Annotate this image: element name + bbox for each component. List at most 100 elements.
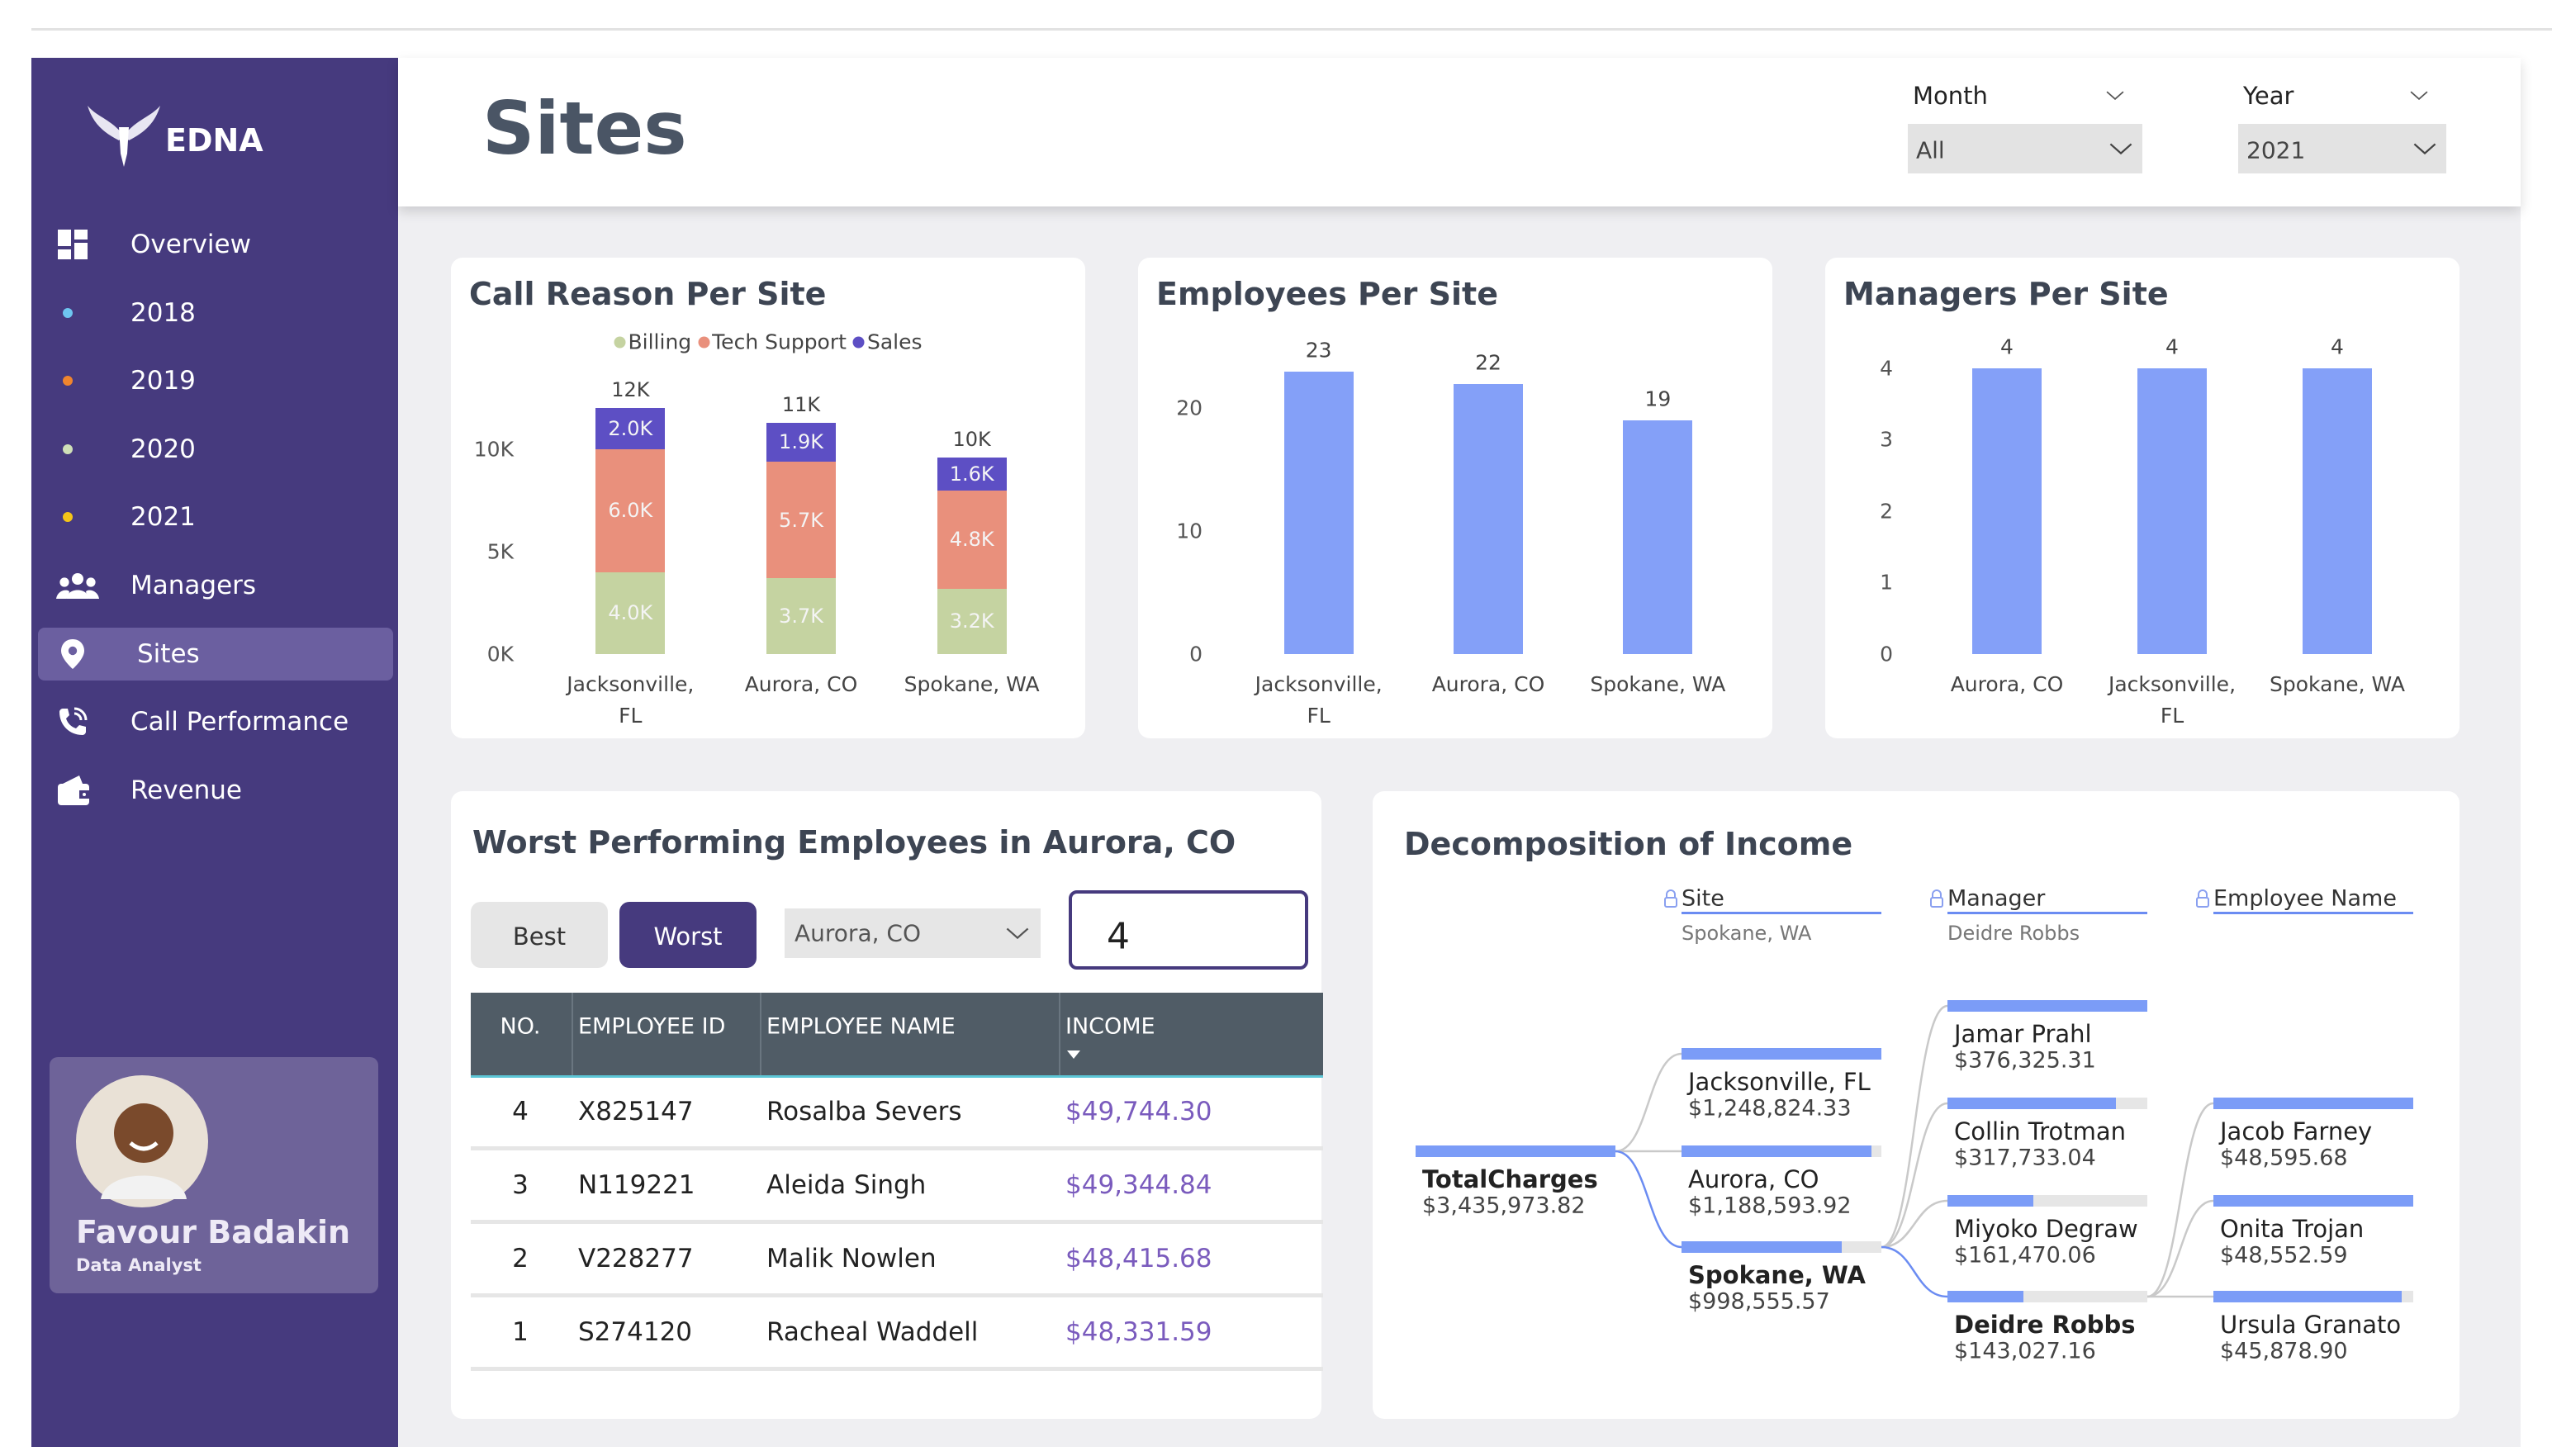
legend-swatch bbox=[698, 336, 710, 348]
nav-icon bbox=[56, 569, 99, 602]
icon-shape bbox=[2413, 143, 2436, 155]
node-label[interactable]: Miyoko Degraw bbox=[1954, 1215, 2138, 1243]
toggle-button[interactable] bbox=[471, 902, 608, 968]
bar-segment bbox=[937, 588, 1007, 654]
nav-item[interactable]: 2021 bbox=[130, 502, 196, 533]
node-label[interactable]: Collin Trotman bbox=[1954, 1117, 2127, 1145]
nav-item[interactable]: Managers bbox=[130, 571, 257, 600]
icon-shape bbox=[56, 573, 99, 599]
node-label[interactable]: Jacksonville, FL bbox=[1688, 1068, 1871, 1096]
node-value: $48,552.59 bbox=[2220, 1242, 2348, 1269]
nav-icon bbox=[56, 705, 99, 738]
nav-item[interactable]: 2020 bbox=[130, 434, 196, 464]
y-tick-label: 20 bbox=[1176, 396, 1202, 420]
bar-segment bbox=[766, 578, 836, 654]
icon-shape bbox=[1067, 1051, 1080, 1059]
icon-shape bbox=[1930, 897, 1943, 908]
node-label[interactable]: Jacob Farney bbox=[2220, 1117, 2373, 1145]
filter-dropdown[interactable] bbox=[2238, 124, 2446, 173]
nav-item[interactable]: 2018 bbox=[130, 297, 196, 328]
lock-icon bbox=[1929, 889, 1944, 908]
bar-segment bbox=[766, 422, 836, 462]
icon-shape bbox=[2410, 91, 2428, 101]
node-label[interactable]: Ursula Granato bbox=[2220, 1311, 2402, 1339]
icon-shape bbox=[1932, 889, 1942, 898]
icon-shape bbox=[74, 243, 88, 259]
table-cell: 1 bbox=[512, 1317, 529, 1347]
node-value: $317,733.04 bbox=[1954, 1145, 2096, 1171]
site-dropdown-value: Aurora, CO bbox=[795, 919, 921, 947]
nav-item[interactable]: Call Performance bbox=[130, 707, 349, 737]
connector bbox=[1615, 1150, 1682, 1249]
bar bbox=[1947, 1195, 2033, 1207]
connector bbox=[1615, 1052, 1682, 1153]
row-separator bbox=[471, 1220, 1323, 1224]
node-label[interactable]: Spokane, WA bbox=[1688, 1261, 1866, 1289]
data-label: 4 bbox=[2165, 334, 2179, 359]
legend-swatch bbox=[614, 336, 626, 348]
page-title: Sites bbox=[482, 86, 687, 171]
icon-shape bbox=[72, 573, 83, 585]
icon-shape bbox=[63, 307, 73, 318]
toggle-button[interactable] bbox=[619, 902, 757, 968]
table-cell: N119221 bbox=[578, 1170, 695, 1200]
node-value: $48,595.68 bbox=[2220, 1145, 2348, 1171]
logo bbox=[88, 106, 160, 167]
legend-label: Tech Support bbox=[712, 330, 847, 354]
profile-name: Favour Badakin bbox=[76, 1214, 351, 1250]
node-label[interactable]: Aurora, CO bbox=[1688, 1165, 1819, 1193]
chevron-icon bbox=[2413, 142, 2436, 155]
icon-shape bbox=[59, 707, 88, 736]
bar-segment bbox=[595, 571, 666, 654]
icon-shape bbox=[59, 577, 69, 587]
tree-title: Decomposition of Income bbox=[1404, 826, 1853, 862]
nav-item[interactable]: Overview bbox=[130, 230, 251, 259]
filter-value: 2021 bbox=[2246, 136, 2306, 164]
icon-shape bbox=[63, 307, 73, 318]
table-header bbox=[471, 993, 1323, 1077]
y-tick-label: 10 bbox=[1176, 519, 1202, 543]
icon-shape bbox=[63, 443, 73, 454]
bar-segment bbox=[937, 457, 1007, 491]
data-label: 3.2K bbox=[949, 609, 994, 633]
x-tick-label: Jacksonville, FL bbox=[2108, 672, 2237, 728]
count-input[interactable] bbox=[1069, 890, 1308, 970]
x-tick-label: Spokane, WA bbox=[1590, 672, 1726, 696]
row-separator bbox=[471, 1146, 1323, 1150]
bar bbox=[2213, 1291, 2403, 1302]
filter-dropdown[interactable] bbox=[1908, 124, 2142, 173]
data-label: 4.8K bbox=[949, 528, 994, 552]
node-value: $45,878.90 bbox=[2220, 1338, 2348, 1364]
table-cell: Aleida Singh bbox=[766, 1170, 927, 1200]
nav-item[interactable]: Revenue bbox=[130, 775, 243, 805]
site-dropdown[interactable] bbox=[785, 908, 1041, 958]
node-label[interactable]: Jamar Prahl bbox=[1954, 1020, 2092, 1048]
icon-shape bbox=[63, 376, 73, 387]
level-underline bbox=[1947, 912, 2147, 914]
table-cell: 3 bbox=[512, 1170, 529, 1200]
nav-icon bbox=[56, 774, 99, 807]
y-tick-label: 1 bbox=[1880, 570, 1893, 595]
icon-shape bbox=[86, 577, 96, 587]
y-tick-label: 4 bbox=[1880, 356, 1893, 381]
x-tick-label: Aurora, CO bbox=[744, 672, 858, 696]
total-label: 11K bbox=[781, 392, 821, 416]
profile-role: Data Analyst bbox=[76, 1255, 202, 1275]
node-label[interactable]: Deidre Robbs bbox=[1954, 1311, 2136, 1339]
icon-shape bbox=[2109, 143, 2132, 155]
icon-shape bbox=[63, 512, 73, 523]
legend-item: Sales bbox=[852, 330, 922, 354]
y-tick-label: 10K bbox=[473, 437, 514, 462]
node-label[interactable]: Onita Trojan bbox=[2220, 1215, 2365, 1243]
icon-shape bbox=[63, 443, 73, 454]
avatar bbox=[76, 1075, 208, 1207]
table-title: Worst Performing Employees in Aurora, CO bbox=[472, 824, 1236, 861]
lock-icon bbox=[2195, 889, 2210, 908]
nav-item[interactable]: 2019 bbox=[130, 366, 196, 396]
sort-indicator bbox=[1065, 1047, 1082, 1059]
chart-title: Call Reason Per Site bbox=[469, 276, 827, 312]
connector bbox=[1881, 1199, 1948, 1249]
column-header: EMPLOYEE ID bbox=[578, 1013, 726, 1040]
node-label[interactable]: TotalCharges bbox=[1422, 1165, 1598, 1193]
nav-item[interactable]: Sites bbox=[137, 638, 200, 669]
